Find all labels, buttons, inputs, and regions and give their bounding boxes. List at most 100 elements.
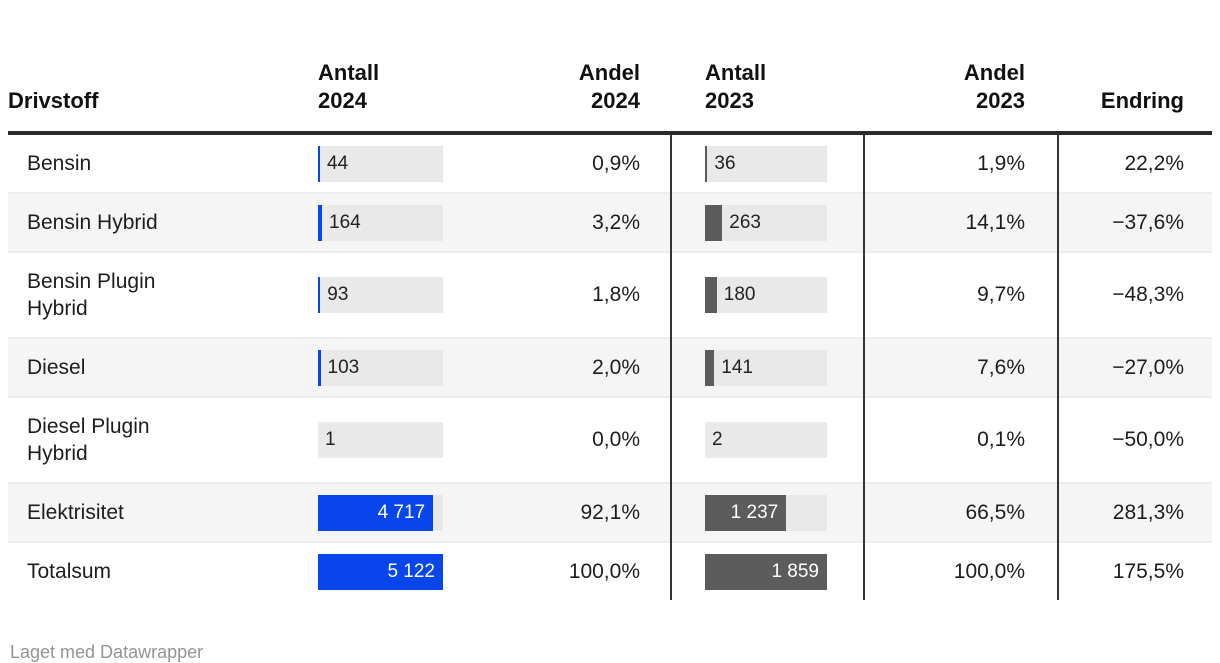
column-header-antall-2023: Antall 2023 (705, 60, 767, 113)
bar-track-2024: 103 (318, 349, 443, 386)
antall-2024-cell: 103 (318, 339, 448, 396)
attribution-text: Laget med Datawrapper (10, 642, 204, 662)
bar-fill-2023 (705, 494, 787, 531)
antall-2023-cell: 141 (670, 339, 863, 396)
endring-cell: 281,3% (1057, 484, 1212, 541)
andel-2023-cell: 9,7% (863, 253, 1057, 337)
bar-track-2023: 141 (705, 349, 827, 386)
bar-value-2023: 1 859 (771, 560, 819, 582)
table-row: Elektrisitet 4 717 92,1% 1 237 66,5% 281… (8, 482, 1212, 541)
bar-track-2023: 1 237 (705, 494, 827, 531)
bar-value-2023: 36 (714, 152, 736, 174)
bar-fill-2024 (318, 553, 443, 590)
endring-cell: −37,6% (1057, 194, 1212, 251)
endring-cell: 175,5% (1057, 543, 1212, 600)
bar-track-2024: 4 717 (318, 494, 443, 531)
andel-2024-value: 92,1% (580, 500, 640, 524)
bar-track-2023: 263 (705, 204, 827, 241)
andel-2023-value: 0,1% (977, 428, 1025, 451)
bar-fill-2024 (318, 145, 320, 182)
bar-track-2023: 1 859 (705, 553, 827, 590)
antall-2023-cell: 1 859 (670, 543, 863, 600)
fuel-type-label: Diesel Plugin Hybrid (27, 415, 150, 465)
antall-2023-cell: 263 (670, 194, 863, 251)
antall-2024-cell: 93 (318, 253, 448, 337)
endring-cell: −50,0% (1057, 398, 1212, 482)
bar-value-2023: 180 (723, 284, 756, 305)
bar-fill-2023 (705, 145, 708, 182)
fuel-type-cell: Bensin (8, 135, 318, 192)
endring-value: −37,6% (1112, 210, 1184, 234)
antall-2024-cell: 1 (318, 398, 448, 482)
endring-cell: −27,0% (1057, 339, 1212, 396)
fuel-type-cell: Diesel Plugin Hybrid (8, 398, 318, 482)
andel-2023-cell: 66,5% (863, 484, 1057, 541)
fuel-type-cell: Diesel (8, 339, 318, 396)
antall-2024-cell: 44 (318, 135, 448, 192)
table-row: Bensin Hybrid 164 3,2% 263 14,1% −37,6% (8, 192, 1212, 251)
bar-value-2023: 141 (721, 356, 753, 378)
bar-fill-2024 (318, 349, 321, 386)
endring-value: −27,0% (1112, 355, 1184, 379)
endring-cell: −48,3% (1057, 253, 1212, 337)
andel-2023-value: 100,0% (953, 559, 1025, 583)
column-divider (863, 135, 865, 600)
column-header-andel-2023: Andel 2023 (963, 60, 1025, 113)
bar-fill-2024 (318, 494, 434, 531)
endring-cell: 22,2% (1057, 135, 1212, 192)
andel-2023-value: 1,9% (977, 151, 1025, 175)
bar-fill-2024 (318, 204, 322, 241)
endring-value: 281,3% (1112, 500, 1184, 524)
andel-2024-cell: 100,0% (448, 543, 670, 600)
fuel-type-cell: Bensin Plugin Hybrid (8, 253, 318, 337)
table-row: Bensin Plugin Hybrid 93 1,8% 180 9,7% −4… (8, 251, 1212, 337)
bar-fill-2023 (705, 277, 717, 313)
andel-2024-cell: 0,9% (448, 135, 670, 192)
andel-2024-value: 1,8% (592, 283, 640, 306)
column-header-antall-2024: Antall 2024 (318, 60, 380, 113)
bar-track-2023: 2 (705, 422, 827, 458)
fuel-type-label: Totalsum (27, 560, 112, 583)
bar-value-2024: 164 (329, 211, 361, 233)
andel-2024-cell: 0,0% (448, 398, 670, 482)
fuel-type-label: Bensin Plugin Hybrid (27, 270, 156, 320)
andel-2023-cell: 0,1% (863, 398, 1057, 482)
endring-value: −50,0% (1112, 428, 1184, 451)
andel-2024-value: 100,0% (568, 559, 640, 583)
bar-value-2023: 1 237 (730, 501, 779, 523)
bar-fill-2023 (705, 204, 723, 241)
bar-fill-2024 (318, 277, 321, 313)
fuel-type-label: Diesel (27, 356, 86, 379)
bar-value-2024: 44 (327, 152, 349, 174)
endring-value: 175,5% (1112, 559, 1184, 583)
andel-2023-value: 7,6% (977, 355, 1025, 379)
bar-track-2023: 36 (705, 145, 827, 182)
andel-2023-value: 66,5% (965, 500, 1025, 524)
fuel-type-cell: Elektrisitet (8, 484, 318, 541)
table-row: Diesel 103 2,0% 141 7,6% −27,0% (8, 337, 1212, 396)
andel-2024-value: 2,0% (592, 355, 640, 379)
andel-2023-value: 14,1% (965, 210, 1025, 234)
column-header-andel-2024: Andel 2024 (578, 60, 640, 113)
fuel-type-cell: Bensin Hybrid (8, 194, 318, 251)
fuel-type-label: Bensin Hybrid (27, 211, 158, 234)
andel-2024-value: 0,0% (592, 428, 640, 451)
table-row: Diesel Plugin Hybrid 1 0,0% 2 0,1% −50,0… (8, 396, 1212, 482)
column-header-drivstoff: Drivstoff (8, 88, 99, 113)
andel-2024-value: 0,9% (592, 151, 640, 175)
antall-2023-cell: 36 (670, 135, 863, 192)
fuel-type-label: Elektrisitet (27, 501, 124, 524)
antall-2023-cell: 2 (670, 398, 863, 482)
antall-2024-cell: 164 (318, 194, 448, 251)
andel-2023-cell: 100,0% (863, 543, 1057, 600)
bar-track-2024: 1 (318, 422, 443, 458)
bar-value-2024: 5 122 (387, 560, 435, 582)
antall-2023-cell: 180 (670, 253, 863, 337)
bar-track-2024: 93 (318, 277, 443, 313)
endring-value: −48,3% (1112, 283, 1184, 306)
bar-value-2023: 263 (729, 211, 761, 233)
andel-2024-cell: 3,2% (448, 194, 670, 251)
bar-track-2023: 180 (705, 277, 827, 313)
endring-value: 22,2% (1124, 151, 1184, 175)
antall-2023-cell: 1 237 (670, 484, 863, 541)
